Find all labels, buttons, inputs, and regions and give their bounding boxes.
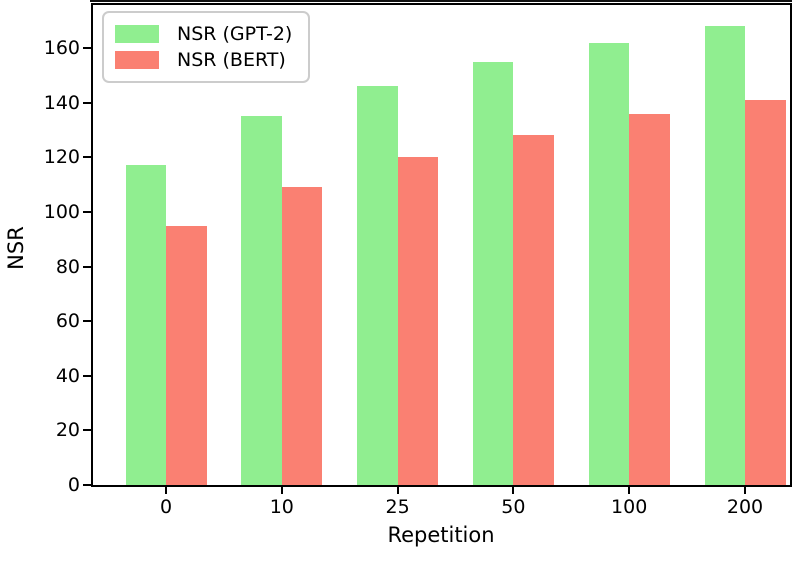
y-tick-mark [83, 101, 92, 104]
y-tick-label: 60 [55, 310, 80, 333]
y-tick-label: 160 [43, 37, 80, 59]
bar-gpt2-0 [125, 165, 166, 485]
bar-bert-10 [281, 187, 323, 485]
y-tick-mark [83, 156, 92, 159]
y-tick-label: 40 [55, 364, 80, 387]
x-tick-mark [628, 486, 631, 494]
x-tick-label: 100 [611, 496, 648, 518]
legend-item-gpt2: NSR (GPT-2) [115, 22, 296, 46]
bar-bert-0 [166, 225, 207, 485]
bar-gpt2-200 [704, 26, 745, 485]
legend-swatch-bert [115, 51, 159, 69]
x-tick-label: 25 [385, 496, 410, 518]
bar-gpt2-10 [241, 116, 282, 485]
y-tick-label: 20 [55, 419, 80, 442]
bar-bert-25 [397, 157, 439, 485]
legend-label-bert: NSR (BERT) [177, 49, 286, 71]
bar-bert-100 [629, 113, 670, 485]
bar-bert-50 [513, 135, 554, 485]
x-tick-mark [280, 486, 283, 494]
x-tick-mark [396, 486, 399, 494]
y-tick-mark [83, 265, 92, 268]
y-tick-label: 140 [43, 91, 80, 114]
bar-gpt2-50 [472, 61, 514, 485]
x-tick-mark [165, 486, 167, 494]
y-tick-mark [83, 374, 92, 377]
y-tick-mark [83, 429, 92, 432]
y-tick-mark [83, 484, 92, 486]
y-tick-mark [83, 47, 92, 49]
legend-swatch-gpt2 [115, 25, 159, 43]
legend-item-bert: NSR (BERT) [115, 48, 296, 72]
bar-gpt2-100 [588, 42, 630, 485]
x-tick-label: 10 [269, 496, 294, 518]
top-edge-line [90, 0, 792, 2]
y-tick-label: 80 [55, 255, 80, 278]
y-tick-mark [83, 210, 92, 213]
x-tick-label: 200 [726, 496, 764, 518]
bar-gpt2-25 [357, 86, 398, 485]
legend: NSR (GPT-2) NSR (BERT) [102, 11, 310, 83]
y-tick-label: 100 [43, 200, 80, 223]
x-tick-label: 50 [501, 496, 526, 518]
x-tick-label: 0 [159, 496, 173, 518]
y-tick-label: 0 [67, 474, 80, 496]
x-tick-mark [744, 486, 746, 494]
bar-bert-200 [745, 99, 786, 485]
y-tick-mark [83, 320, 92, 323]
x-tick-mark [512, 486, 515, 494]
legend-label-gpt2: NSR (GPT-2) [177, 23, 293, 45]
x-axis-label: Repetition [387, 523, 495, 547]
y-tick-label: 120 [43, 146, 80, 169]
